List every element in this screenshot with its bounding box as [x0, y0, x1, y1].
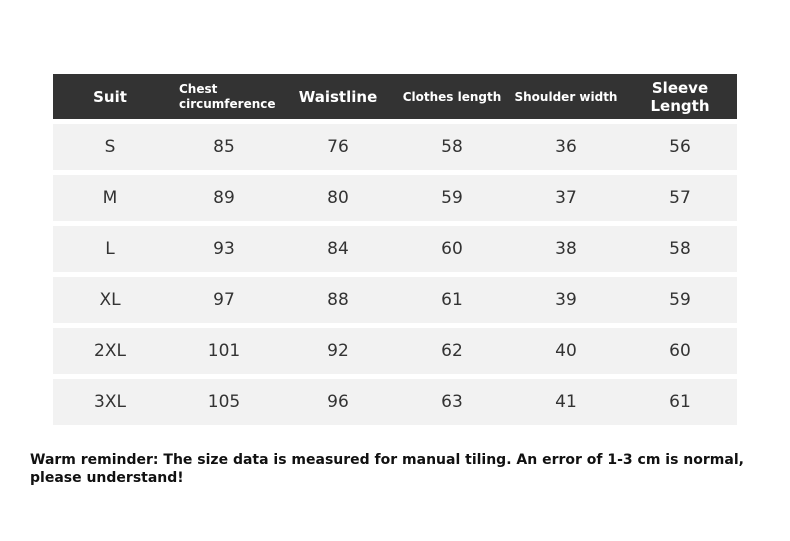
table-cell: 60 — [669, 341, 691, 361]
table-cell: 36 — [555, 137, 577, 157]
table-cell: 2XL — [94, 341, 126, 361]
table-cell: 58 — [669, 239, 691, 259]
table-cell: 76 — [327, 137, 349, 157]
table-row: 3XL 105 96 63 41 61 — [53, 379, 737, 425]
table-cell: 92 — [327, 341, 349, 361]
table-cell: 93 — [213, 239, 235, 259]
table-cell: 63 — [441, 392, 463, 412]
table-cell: 57 — [669, 188, 691, 208]
table-row: S 85 76 58 36 56 — [53, 124, 737, 170]
table-row: XL 97 88 61 39 59 — [53, 277, 737, 323]
table-header: Suit Chest circumference Waistline Cloth… — [53, 74, 737, 119]
table-cell: 59 — [441, 188, 463, 208]
header-clothes-length: Clothes length — [402, 89, 502, 104]
table-cell: 3XL — [94, 392, 126, 412]
table-row: L 93 84 60 38 58 — [53, 226, 737, 272]
table-cell: M — [102, 188, 118, 208]
table-cell: 89 — [213, 188, 235, 208]
table-cell: 85 — [213, 137, 235, 157]
table-row: 2XL 101 92 62 40 60 — [53, 328, 737, 374]
table-cell: XL — [99, 290, 121, 310]
table-cell: 37 — [555, 188, 577, 208]
header-suit: Suit — [93, 87, 127, 106]
table-cell: 96 — [327, 392, 349, 412]
table-cell: 101 — [207, 341, 241, 361]
table-cell: 59 — [669, 290, 691, 310]
table-cell: 39 — [555, 290, 577, 310]
table-cell: 61 — [441, 290, 463, 310]
table-cell: 105 — [207, 392, 241, 412]
size-chart-table: Suit Chest circumference Waistline Cloth… — [53, 74, 737, 430]
table-cell: 84 — [327, 239, 349, 259]
table-cell: 97 — [213, 290, 235, 310]
table-cell: 56 — [669, 137, 691, 157]
table-cell: 80 — [327, 188, 349, 208]
header-sleeve-length: Sleeve Length — [650, 78, 710, 115]
table-cell: 41 — [555, 392, 577, 412]
table-cell: 58 — [441, 137, 463, 157]
header-shoulder-width: Shoulder width — [514, 89, 618, 104]
table-cell: S — [104, 137, 116, 157]
table-cell: L — [105, 239, 115, 259]
table-cell: 88 — [327, 290, 349, 310]
table-cell: 60 — [441, 239, 463, 259]
table-cell: 40 — [555, 341, 577, 361]
header-chest: Chest circumference — [179, 81, 276, 111]
table-row: M 89 80 59 37 57 — [53, 175, 737, 221]
warm-reminder-note: Warm reminder: The size data is measured… — [30, 452, 744, 486]
table-cell: 62 — [441, 341, 463, 361]
header-waistline: Waistline — [298, 87, 378, 106]
table-cell: 61 — [669, 392, 691, 412]
table-cell: 38 — [555, 239, 577, 259]
